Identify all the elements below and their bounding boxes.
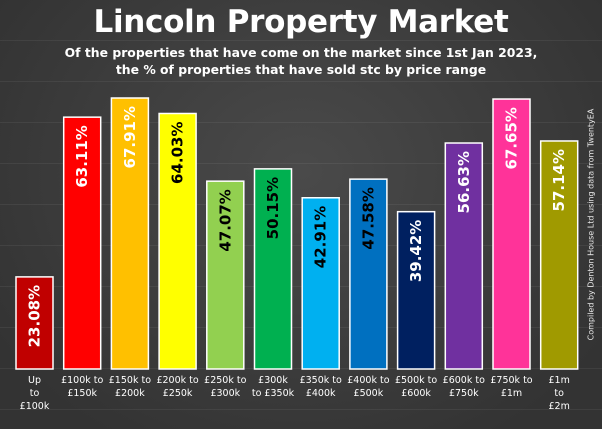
category-label-2-1: £200k <box>115 388 145 399</box>
category-label-4-1: £300k <box>210 388 240 399</box>
bar-value-label-8: 39.42% <box>407 220 425 282</box>
bar-7 <box>349 178 388 370</box>
bar-6 <box>301 197 340 370</box>
category-label-11-1: to <box>554 388 564 399</box>
bar-value-label-1: 63.11% <box>73 125 91 187</box>
category-label-8-0: £500k to <box>395 375 437 386</box>
bar-value-label-0: 23.08% <box>26 285 44 347</box>
category-label-3-1: £250k <box>163 388 193 399</box>
bar-1 <box>62 116 102 370</box>
category-label-6-0: £350k to <box>300 375 342 386</box>
bar-5 <box>253 168 293 370</box>
bar-2 <box>110 97 150 370</box>
bar-value-label-11: 57.14% <box>550 149 568 211</box>
bar-3 <box>158 112 197 370</box>
bar-0 <box>15 276 54 370</box>
category-label-5-1: to £350k <box>252 388 295 399</box>
bar-value-label-2: 67.91% <box>121 106 139 168</box>
bar-8 <box>396 210 436 370</box>
bar-value-label-5: 50.15% <box>264 177 282 239</box>
category-label-11-2: £2m <box>549 401 570 412</box>
category-label-7-1: £500k <box>354 388 384 399</box>
category-label-0-1: to <box>30 388 40 399</box>
category-label-10-0: £750k to <box>490 375 532 386</box>
category-label-11-0: £1m <box>549 375 570 386</box>
category-label-8-1: £600k <box>401 388 431 399</box>
bar-value-label-3: 64.03% <box>169 121 187 183</box>
bar-9 <box>444 142 484 370</box>
category-label-7-0: £400k to <box>347 375 389 386</box>
category-label-0-0: Up <box>28 375 41 386</box>
bar-10 <box>492 98 531 370</box>
category-label-4-0: £250k to <box>204 375 246 386</box>
chart-title: Lincoln Property Market <box>93 4 509 40</box>
bar-value-label-6: 42.91% <box>312 206 330 268</box>
category-label-10-1: £1m <box>501 388 522 399</box>
category-label-1-1: £150k <box>67 388 97 399</box>
bar-11 <box>539 140 579 370</box>
category-label-6-1: £400k <box>306 388 336 399</box>
bar-value-label-7: 47.58% <box>359 187 377 249</box>
bar-4 <box>206 180 245 370</box>
category-label-9-0: £600k to <box>443 375 485 386</box>
category-label-5-0: £300k <box>258 375 288 386</box>
bar-value-label-10: 67.65% <box>503 107 521 169</box>
category-label-0-2: £100k <box>20 401 50 412</box>
bar-value-label-4: 47.07% <box>216 189 234 251</box>
category-label-1-0: £100k to <box>61 375 103 386</box>
bar-value-label-9: 56.63% <box>455 151 473 213</box>
category-label-9-1: £750k <box>449 388 479 399</box>
chart-subtitle-line1: Of the properties that have come on the … <box>64 45 538 60</box>
category-label-2-0: £150k to <box>109 375 151 386</box>
chart-subtitle-line2: the % of properties that have sold stc b… <box>115 62 487 77</box>
category-label-3-0: £200k to <box>156 375 198 386</box>
